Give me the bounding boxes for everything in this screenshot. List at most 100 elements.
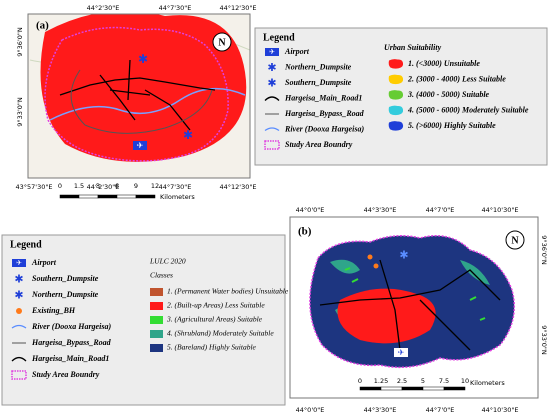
legend-item: Study Area Boundry: [32, 370, 100, 379]
legend-classes-title: Classes: [150, 271, 173, 280]
legend-class: 2. (Built-up Areas) Less Suitable: [167, 301, 265, 310]
borehole: [373, 263, 379, 269]
scale-label: 2.5: [397, 377, 407, 385]
scale-label: 3: [96, 182, 100, 190]
coordinate-label: 9°33'0"N: [540, 325, 548, 355]
legend-class: 1. (<3000) Unsuitable: [408, 59, 480, 68]
scale-segment: [97, 194, 118, 199]
scale-label: 5: [421, 377, 425, 385]
suitability-band: [40, 14, 247, 162]
coordinate-label: 44°0'0"E: [296, 406, 325, 414]
legend-class-swatch: [150, 288, 163, 296]
scale-segment: [116, 194, 137, 199]
legend-boundary: [11, 370, 27, 380]
legend-dumpsite: ✱: [14, 290, 23, 302]
coordinate-label: 44°7'0"E: [426, 406, 455, 414]
legend-class-swatch: [388, 74, 404, 85]
roads: [59, 59, 216, 131]
airport-icon: [133, 141, 147, 150]
legend-item: River (Dooxa Hargeisa): [31, 322, 111, 331]
legend-class: 2. (3000 - 4000) Less Suitable: [407, 74, 506, 83]
coordinate-label: 43°57'30"E: [16, 183, 53, 191]
legend-airport-plane: ✈: [269, 48, 275, 56]
legend-class-swatch: [150, 302, 163, 310]
legend-main-road: [264, 96, 280, 101]
legend-river: [264, 127, 280, 132]
legend-class: 4. (Shrubland) Moderately Suitable: [167, 329, 274, 338]
legend-item: Northern_Dumpsite: [31, 290, 99, 299]
legend-airport: [265, 48, 279, 56]
legend-river: [11, 324, 27, 329]
legend-borehole: [16, 308, 22, 314]
bypass-road: [70, 69, 213, 134]
coordinate-label: 44°12'30"E: [220, 183, 257, 191]
legend-item: Hargeisa_Main_Road1: [31, 354, 109, 363]
map-a-frame: [27, 13, 251, 179]
legend-item: Northern_Dumpsite: [284, 62, 352, 71]
airport-icon-b: [394, 348, 408, 357]
legend-item: Airport: [31, 258, 57, 267]
dumpsite-south: ✱: [183, 128, 193, 142]
coordinate-label: 44°0'0"E: [296, 206, 325, 214]
roads-b: [319, 259, 501, 351]
coordinate-label: 9°36'0"N: [16, 27, 24, 57]
legend-airport-plane: ✈: [16, 259, 22, 267]
legend-item: River (Dooxa Hargeisa): [284, 124, 364, 133]
scale-label: 7.5: [439, 377, 449, 385]
legend-item: Hargeisa_Bypass_Road: [284, 109, 365, 118]
map-b-frame: [289, 216, 539, 399]
lulc-built-up: [337, 288, 436, 344]
lulc-agricultural: [344, 267, 486, 321]
coordinate-label: 44°12'30"E: [220, 4, 257, 12]
scale-label: 0: [58, 182, 62, 190]
scale-segment: [422, 386, 445, 391]
suitability-bands: [40, 14, 247, 162]
legend-class-swatch: [150, 330, 163, 338]
dynamic-layer: 44°2'30"E 44°7'30"E 44°12'30"E 43°57'30"E 44…: [10, 4, 548, 414]
scale-unit: Kilometers: [160, 193, 195, 201]
legend-airport: [12, 259, 26, 267]
scale-segment: [359, 386, 382, 391]
scale-segment: [59, 194, 80, 199]
panel-a-label: (a): [36, 20, 49, 32]
legend-dumpsite: ✱: [267, 62, 276, 74]
scale-label: 10: [461, 377, 469, 385]
scale-segment: [443, 386, 466, 391]
coordinate-label: 44°3'30"E: [364, 206, 397, 214]
airport-plane-b: ✈: [398, 348, 405, 357]
legend-classes-heading: LULC 2020: [149, 257, 186, 266]
coordinate-label: 44°7'30"E: [159, 183, 192, 191]
legend-classes-title: Urban Suitability: [384, 43, 442, 52]
dumpsite-b: ✱: [399, 250, 408, 262]
dumpsite-north: ✱: [138, 52, 148, 66]
legend-class-swatch: [150, 344, 163, 352]
scale-segment: [135, 194, 156, 199]
scale-segment: [401, 386, 424, 391]
legend-dumpsite: ✱: [14, 274, 23, 286]
panel-b-label: (b): [298, 226, 312, 238]
legend-boundary: [264, 140, 280, 150]
scale-label: 6: [115, 182, 119, 190]
scale-label: 0: [358, 377, 362, 385]
borehole: [367, 254, 373, 260]
scale-label: 9: [134, 182, 138, 190]
coordinate-label: 44°2'30"E: [87, 4, 120, 12]
north-arrow-n: N: [218, 37, 226, 48]
map-b: ✈ ✱ N: [290, 217, 538, 398]
legend-b-box: [1, 234, 286, 406]
legend-class: 4. (5000 - 6000) Moderately Suitable: [407, 105, 529, 114]
coordinate-label: 44°10'30"E: [482, 206, 519, 214]
legend-class: 5. (>6000) Highly Suitable: [408, 121, 496, 130]
legend-class-swatch: [388, 59, 404, 69]
legend-dumpsite: ✱: [267, 78, 276, 90]
scale-unit: Kilometers: [470, 379, 505, 387]
map-a: ✈ ✱ ✱ N: [28, 14, 250, 178]
scale-label: 1.5: [74, 182, 84, 190]
legend-class: 1. (Permanent Water bodies) Unsuitable: [167, 287, 289, 296]
scale-label: 1.25: [374, 377, 388, 385]
legend-item: Hargeisa_Bypass_Road: [31, 338, 112, 347]
legend-class-swatch: [150, 316, 163, 324]
coordinate-label: 44°7'30"E: [159, 4, 192, 12]
legend-class: 3. (Agricultural Areas) Suitable: [166, 315, 263, 324]
